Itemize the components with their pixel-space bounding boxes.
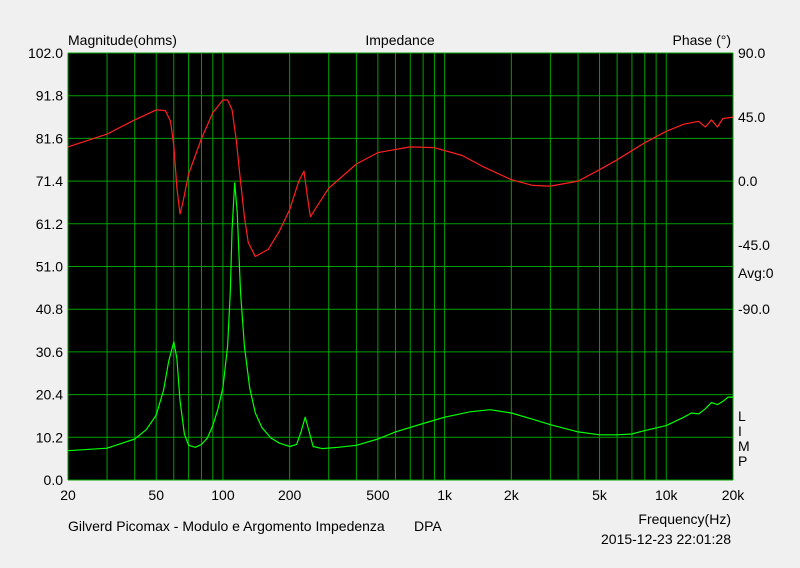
grid — [67, 52, 734, 481]
side-letter: M — [738, 438, 750, 454]
side-letter: L — [738, 408, 746, 424]
y-left-tick-label: 91.8 — [36, 88, 63, 104]
y-left-tick-label: 0.0 — [44, 472, 64, 488]
x-tick-label: 100 — [211, 487, 235, 503]
y-right-tick-label: 90.0 — [738, 45, 765, 61]
x-tick-label: 20 — [60, 487, 76, 503]
chart-caption: Gilverd Picomax - Modulo e Argomento Imp… — [68, 518, 385, 534]
x-axis-title: Frequency(Hz) — [638, 511, 731, 527]
right-axis-title: Phase (°) — [672, 32, 731, 48]
x-tick-label: 20k — [722, 487, 746, 503]
y-right-tick-label: -90.0 — [738, 301, 770, 317]
x-tick-label: 500 — [366, 487, 390, 503]
y-right-tick-label: -45.0 — [738, 237, 770, 253]
tick-labels: 20 50 100 200 500 1k 2k 5k 10k 20k 0.0 10.2 20.4 30.6… — [28, 45, 770, 503]
y-left-tick-label: 102.0 — [28, 45, 63, 61]
y-right-tick-label: 0.0 — [738, 173, 758, 189]
method-label: DPA — [414, 518, 442, 534]
side-letter: P — [738, 453, 747, 469]
y-right-tick-label: 45.0 — [738, 109, 765, 125]
chart-title: Impedance — [365, 32, 434, 48]
x-tick-label: 200 — [278, 487, 302, 503]
left-axis-title: Magnitude(ohms) — [68, 32, 177, 48]
series-line-phase — [67, 99, 734, 258]
y-left-tick-label: 20.4 — [36, 387, 63, 403]
y-left-tick-label: 30.6 — [36, 344, 63, 360]
y-left-tick-label: 51.0 — [36, 259, 63, 275]
y-left-tick-label: 10.2 — [36, 429, 63, 445]
x-tick-label: 50 — [148, 487, 164, 503]
y-left-tick-label: 71.4 — [36, 173, 63, 189]
y-left-tick-label: 40.8 — [36, 301, 63, 317]
x-tick-label: 10k — [655, 487, 679, 503]
timestamp: 2015-12-23 22:01:28 — [601, 531, 731, 547]
series-layer — [67, 99, 734, 452]
y-left-tick-label: 81.6 — [36, 130, 63, 146]
series-line-magnitude — [67, 182, 733, 452]
side-letter: I — [738, 423, 742, 439]
avg-label: Avg:0 — [738, 265, 774, 281]
x-tick-label: 1k — [437, 487, 453, 503]
x-tick-label: 5k — [592, 487, 608, 503]
x-tick-label: 2k — [504, 487, 520, 503]
y-left-tick-label: 61.2 — [36, 216, 63, 232]
